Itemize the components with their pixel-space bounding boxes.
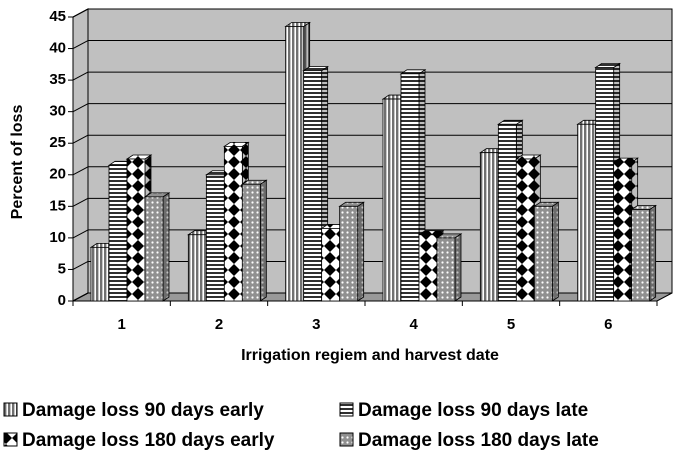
x-tick-label: 4	[409, 316, 418, 333]
grid-line-side	[72, 134, 89, 144]
bar	[241, 183, 261, 302]
x-tick-label: 5	[507, 316, 515, 333]
legend-swatch	[339, 432, 354, 447]
bar	[303, 70, 323, 302]
bar-side-shade	[552, 202, 559, 301]
bar	[223, 145, 243, 302]
y-tick-label: 25	[49, 134, 66, 151]
x-tick-label: 6	[604, 316, 612, 333]
y-tick-label: 5	[58, 260, 66, 277]
legend-swatch	[3, 432, 18, 447]
bar	[187, 234, 207, 302]
bar	[400, 73, 420, 302]
bar	[205, 174, 225, 302]
y-tick-label: 40	[49, 40, 66, 57]
bar-side-shade	[163, 192, 169, 301]
bar	[90, 246, 110, 302]
grid-line-side	[72, 292, 89, 302]
y-tick-label: 45	[49, 8, 66, 25]
legend-label: Damage loss 180 days late	[358, 430, 599, 451]
grid-line-side	[72, 166, 89, 176]
legend-swatch	[339, 402, 354, 417]
bar	[339, 205, 359, 302]
bar	[418, 234, 438, 302]
bar	[497, 123, 517, 302]
bar-side-shade	[260, 180, 267, 301]
bar	[108, 164, 128, 302]
y-tick-label: 10	[49, 229, 66, 246]
grid-line-side	[72, 229, 89, 239]
x-axis-title: Irrigation regiem and harvest date	[241, 347, 499, 364]
bar	[382, 98, 402, 302]
legend-label: Damage loss 90 days late	[358, 400, 588, 421]
x-tick-label: 2	[215, 316, 223, 333]
legend-swatch	[3, 402, 18, 417]
bar-side-shade	[649, 205, 656, 301]
bar	[533, 205, 553, 302]
bar	[515, 158, 535, 302]
bar	[126, 158, 146, 302]
y-tick-label: 15	[49, 197, 66, 214]
bar-side-shade	[357, 202, 364, 301]
y-tick-label: 35	[49, 71, 66, 88]
grid-line-side	[72, 8, 89, 18]
legend-label: Damage loss 180 days early	[22, 430, 275, 451]
grid-line-side	[72, 197, 89, 207]
bar	[479, 152, 499, 302]
bar	[321, 228, 341, 302]
legend-label: Damage loss 90 days early	[22, 400, 264, 421]
y-axis-title: Percent of loss	[9, 105, 26, 220]
grid-line-side	[72, 103, 89, 113]
bar	[613, 161, 633, 302]
bar	[144, 196, 164, 302]
y-tick-label: 30	[49, 103, 66, 120]
side-wall	[72, 8, 89, 302]
grid-line-side	[72, 261, 89, 270]
grid-line-side	[72, 40, 89, 49]
x-tick-label: 3	[312, 316, 320, 333]
grid-line-side	[72, 71, 89, 81]
y-tick-label: 0	[58, 292, 66, 309]
y-tick-label: 20	[49, 166, 66, 183]
back-wall	[87, 8, 673, 294]
bar	[595, 67, 615, 302]
bar	[631, 209, 651, 302]
bar	[436, 237, 456, 302]
x-tick-label: 1	[117, 316, 125, 333]
bar	[285, 26, 305, 302]
bar-side-shade	[455, 233, 461, 301]
bar	[577, 123, 597, 302]
